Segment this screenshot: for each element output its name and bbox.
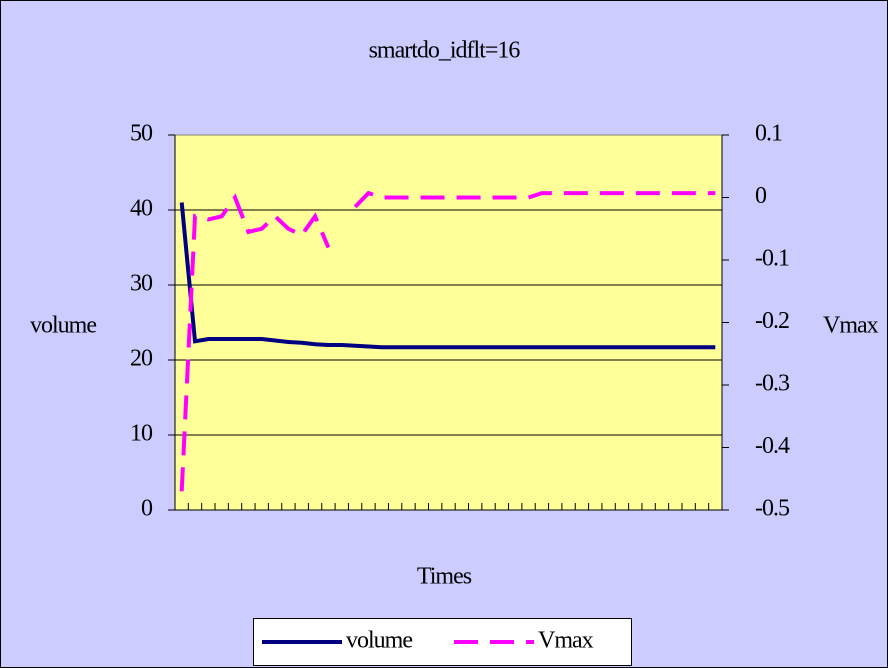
y2-axis-title: Vmax xyxy=(823,313,879,339)
y2-tick-label: -0.4 xyxy=(755,433,790,459)
y-tick-label: 40 xyxy=(130,196,153,222)
legend-label: volume xyxy=(346,628,412,654)
y-tick-label: 0 xyxy=(141,496,153,522)
plot-area xyxy=(174,134,723,511)
y2-tick-label: -0.3 xyxy=(755,371,790,397)
x-axis-title: Times xyxy=(417,564,472,590)
legend-label: Vmax xyxy=(538,628,594,654)
y2-tick-label: -0.5 xyxy=(755,496,790,522)
chart-title: smartdo_idflt=16 xyxy=(369,38,521,64)
series-line xyxy=(179,190,716,492)
y2-tick-label: -0.1 xyxy=(755,246,789,272)
series-line xyxy=(179,202,716,350)
y2-tick-label: 0.1 xyxy=(755,121,782,147)
y2-tick-label: -0.2 xyxy=(755,308,789,334)
y2-tick-label: 0 xyxy=(755,183,767,209)
y-tick-label: 50 xyxy=(130,121,153,147)
y-tick-label: 20 xyxy=(130,346,153,372)
y-axis-title: volume xyxy=(30,313,96,339)
y-tick-label: 30 xyxy=(130,271,153,297)
y-tick-label: 10 xyxy=(130,421,153,447)
